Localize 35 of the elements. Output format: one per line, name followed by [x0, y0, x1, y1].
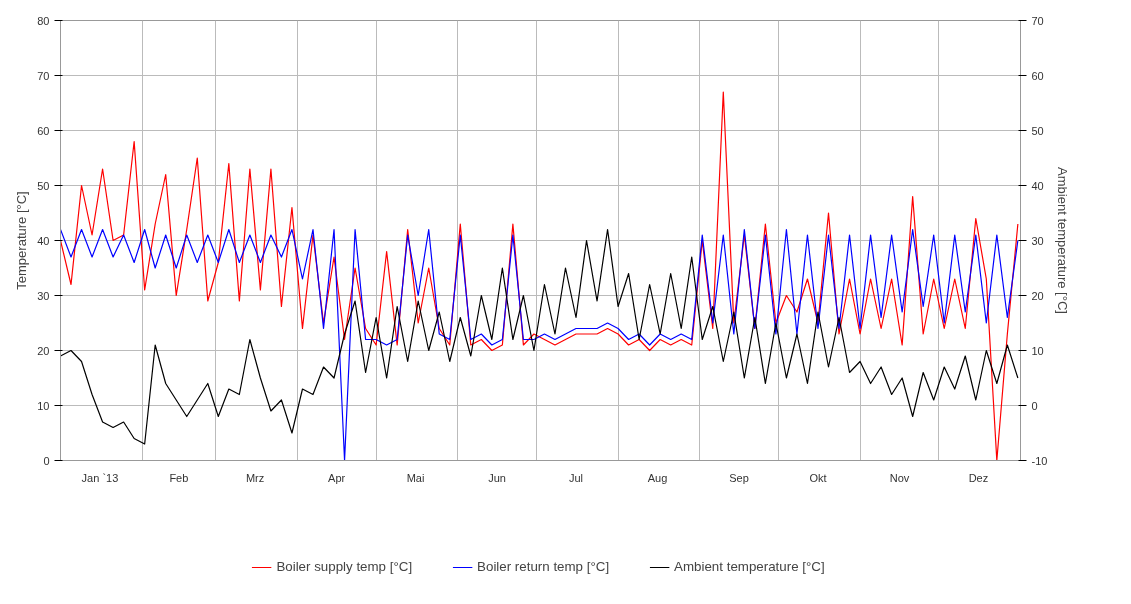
x-tick-label: Mai: [406, 471, 425, 484]
x-tick-label: Okt: [809, 471, 827, 484]
y2-tick-label: 10: [1031, 344, 1044, 357]
y2-tick-label: 0: [1031, 399, 1038, 412]
y-tick-label: 40: [37, 234, 50, 247]
legend-label: Ambient temperature [°C]: [674, 559, 825, 574]
y2-axis-title: Ambient temperature [°C]: [1055, 167, 1071, 314]
x-tick-label: Aug: [647, 471, 668, 484]
legend-label: Boiler supply temp [°C]: [276, 559, 413, 574]
y2-tick-label: 60: [1031, 69, 1044, 82]
x-tick-label: Mrz: [245, 471, 265, 484]
x-tick-label: Jan `13: [81, 471, 119, 484]
y2-tick-label: 20: [1031, 289, 1044, 302]
y2-tick-label: 30: [1031, 234, 1044, 247]
x-tick-label: Jun: [488, 471, 506, 484]
x-tick-label: Sep: [729, 471, 749, 484]
x-tick-label: Nov: [889, 471, 910, 484]
y-tick-label: 20: [37, 344, 50, 357]
y2-tick-label: -10: [1031, 454, 1048, 467]
y-tick-label: 50: [37, 179, 50, 192]
x-tick-label: Feb: [169, 471, 189, 484]
y2-tick-label: 40: [1031, 179, 1044, 192]
y-tick-label: 80: [37, 14, 50, 27]
x-tick-label: Dez: [968, 471, 989, 484]
y2-tick-label: 50: [1031, 124, 1044, 137]
y-tick-label: 0: [43, 454, 50, 467]
x-tick-label: Jul: [568, 471, 584, 484]
legend-label: Boiler return temp [°C]: [477, 559, 610, 574]
y-tick-label: 60: [37, 124, 50, 137]
x-tick-label: Apr: [328, 471, 346, 484]
y-axis-title: Temperature [°C]: [14, 191, 30, 290]
y-tick-label: 10: [37, 399, 50, 412]
y-tick-label: 30: [37, 289, 50, 302]
y-tick-label: 70: [37, 69, 50, 82]
y2-tick-label: 70: [1031, 14, 1044, 27]
